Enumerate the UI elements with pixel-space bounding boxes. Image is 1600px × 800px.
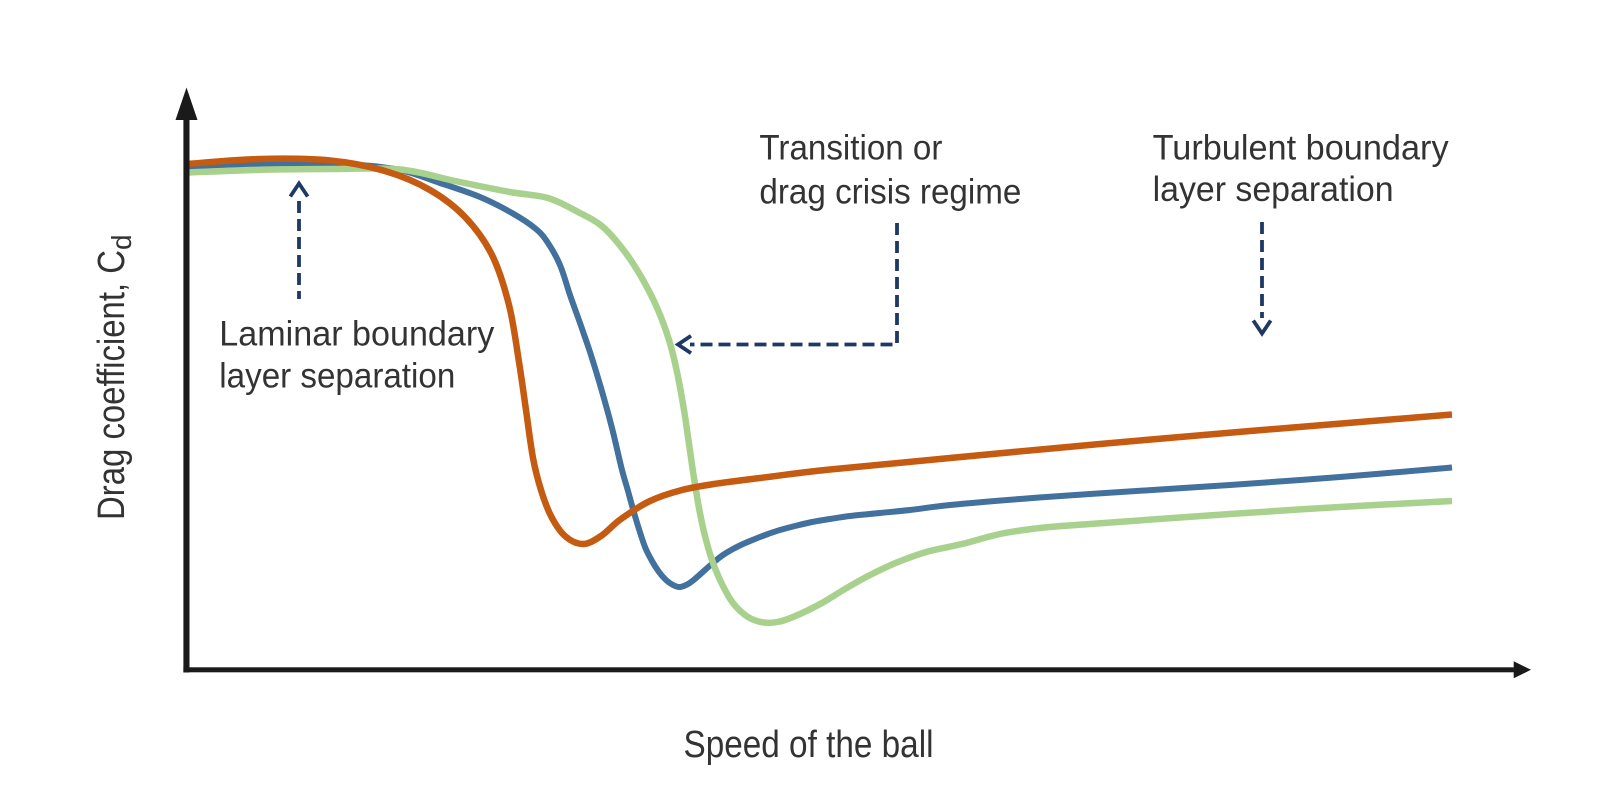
svg-text:Transition or: Transition or — [759, 129, 942, 168]
svg-text:Speed of the ball: Speed of the ball — [684, 724, 934, 766]
svg-text:layer separation: layer separation — [219, 356, 455, 395]
svg-text:drag crisis regime: drag crisis regime — [759, 172, 1021, 211]
svg-text:Laminar boundary: Laminar boundary — [219, 315, 494, 354]
svg-text:Drag coefficient, Cd: Drag coefficient, Cd — [91, 234, 137, 520]
svg-text:layer separation: layer separation — [1153, 170, 1394, 209]
svg-text:Turbulent boundary: Turbulent boundary — [1153, 128, 1449, 167]
